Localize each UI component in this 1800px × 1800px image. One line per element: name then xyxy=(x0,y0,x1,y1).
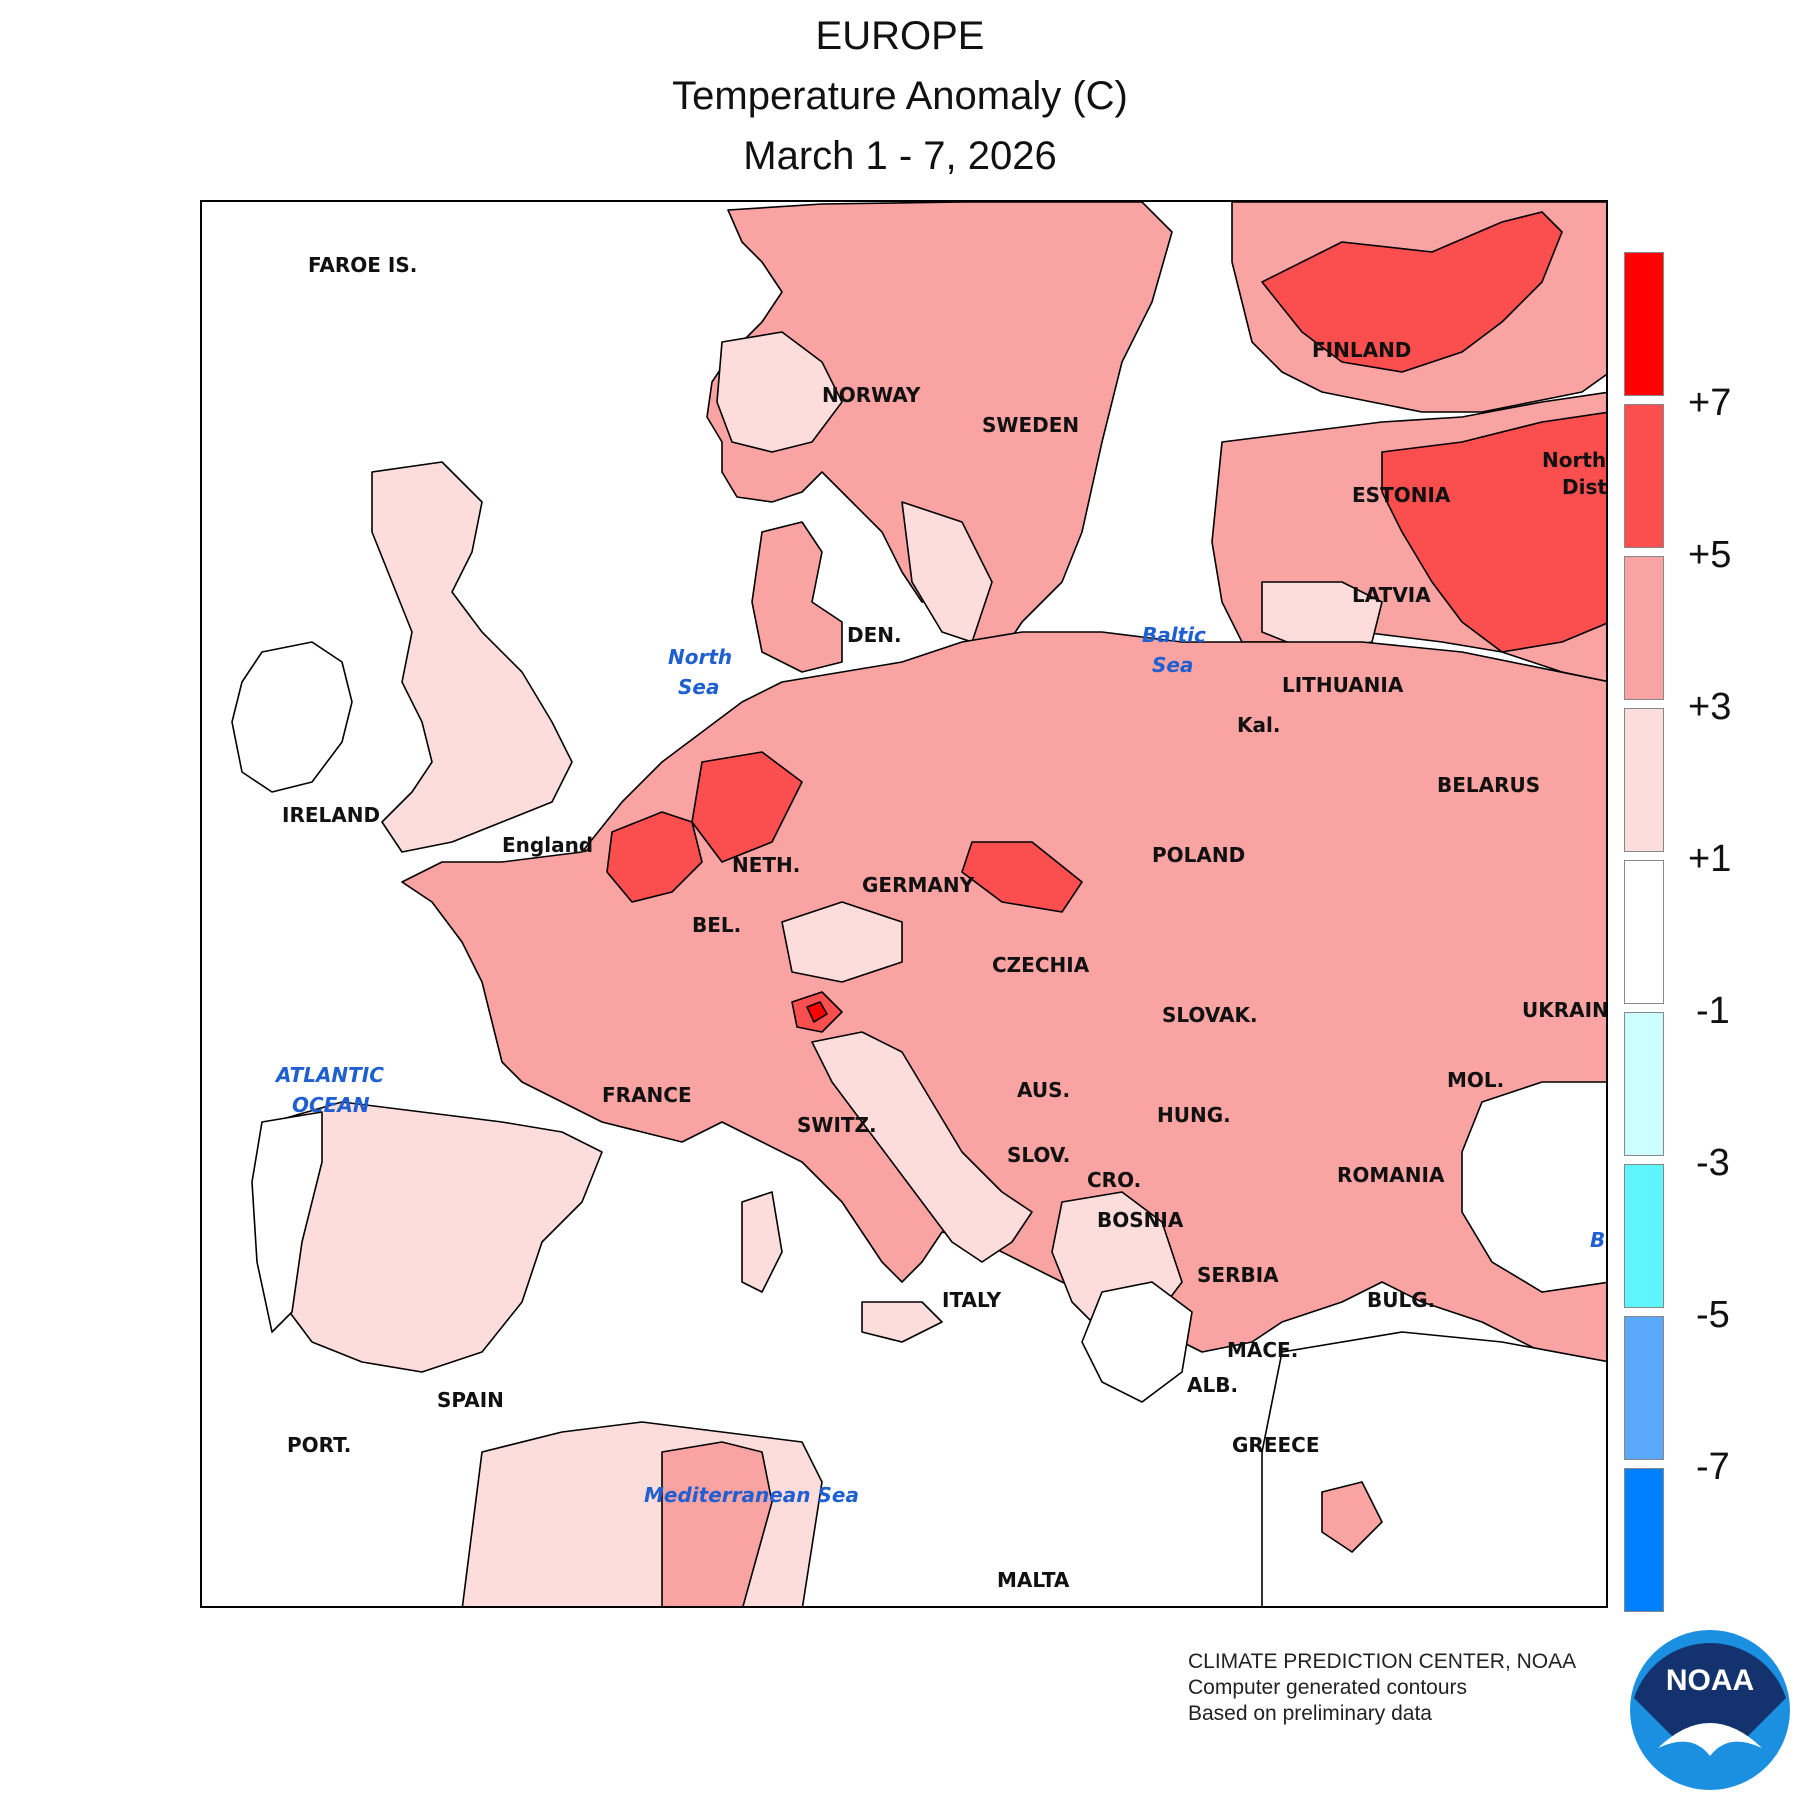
label-atlantic-2: OCEAN xyxy=(292,1093,370,1117)
ireland-land xyxy=(231,641,353,793)
finland-warm-core xyxy=(1261,211,1563,373)
legend-tick-minus3: -3 xyxy=(1696,1142,1730,1184)
label-northwest-district-1: Northw xyxy=(1542,448,1608,472)
label-switzerland: SWITZ. xyxy=(797,1113,877,1137)
north-africa-warm xyxy=(661,1441,773,1606)
label-north-sea-1: North xyxy=(668,645,732,669)
black-sea xyxy=(1461,1081,1606,1293)
italy-land xyxy=(811,1031,1033,1263)
label-austria: AUS. xyxy=(1017,1078,1070,1102)
label-north-sea-2: Sea xyxy=(678,675,719,699)
label-belgium: BEL. xyxy=(692,913,741,937)
label-slovakia: SLOVAK. xyxy=(1162,1003,1258,1027)
label-estonia: ESTONIA xyxy=(1352,483,1451,507)
legend-swatch-5to7 xyxy=(1624,404,1664,548)
legend-tick-minus5: -5 xyxy=(1696,1294,1730,1336)
continent-land xyxy=(401,631,1606,1363)
alps-hot-core xyxy=(806,1001,828,1023)
turkey-warm-patch xyxy=(1321,1481,1383,1553)
label-portugal: PORT. xyxy=(287,1433,351,1457)
slovakia-warm-patch xyxy=(961,841,1083,913)
label-moldova: MOL. xyxy=(1447,1068,1504,1092)
label-ukraine: UKRAINE xyxy=(1522,998,1608,1022)
label-hungary: HUNG. xyxy=(1157,1103,1231,1127)
label-kaliningrad: Kal. xyxy=(1237,713,1280,737)
label-netherlands: NETH. xyxy=(732,853,800,877)
legend-swatch-ltm7 xyxy=(1624,1468,1664,1612)
legend-tick-plus1: +1 xyxy=(1688,838,1732,880)
label-italy: ITALY xyxy=(942,1288,1002,1312)
anomaly-map: FAROE IS. NORWAY SWEDEN FINLAND ESTONIA … xyxy=(200,200,1608,1608)
label-romania: ROMANIA xyxy=(1337,1163,1445,1187)
legend-swatch-1to3 xyxy=(1624,708,1664,852)
label-albania: ALB. xyxy=(1187,1373,1238,1397)
label-northwest-district-2: Distri xyxy=(1562,475,1608,499)
russia-warm-core xyxy=(1381,411,1606,653)
legend-tick-minus1: -1 xyxy=(1696,990,1730,1032)
label-poland: POLAND xyxy=(1152,843,1245,867)
legend-tick-minus7: -7 xyxy=(1696,1446,1730,1488)
map-title: EUROPE xyxy=(815,14,985,58)
noaa-logo: NOAA xyxy=(1630,1630,1790,1790)
legend-swatch-m5tom3 xyxy=(1624,1164,1664,1308)
label-sweden: SWEDEN xyxy=(982,413,1079,437)
label-latvia: LATVIA xyxy=(1352,583,1431,607)
label-croatia: CRO. xyxy=(1087,1168,1141,1192)
label-czechia: CZECHIA xyxy=(992,953,1090,977)
label-ireland: IRELAND xyxy=(282,803,380,827)
label-baltic-sea-1: Baltic xyxy=(1142,623,1206,647)
germany-warm-patch xyxy=(691,751,803,863)
benelux-warm-patch xyxy=(606,811,703,903)
label-atlantic-1: ATLANTIC xyxy=(274,1063,384,1087)
credit-line-2: Computer generated contours xyxy=(1188,1676,1467,1699)
label-slovenia: SLOV. xyxy=(1007,1143,1070,1167)
legend-swatch-3to5 xyxy=(1624,556,1664,700)
label-mediterranean: Mediterranean Sea xyxy=(644,1483,859,1507)
norway-light-area xyxy=(716,331,843,453)
legend-tick-plus5: +5 xyxy=(1688,534,1732,576)
legend-tick-plus7: +7 xyxy=(1688,382,1732,424)
label-lithuania: LITHUANIA xyxy=(1282,673,1404,697)
label-malta: MALTA xyxy=(997,1568,1070,1592)
label-spain: SPAIN xyxy=(437,1388,504,1412)
label-macedonia: MACE. xyxy=(1227,1338,1298,1362)
portugal-land xyxy=(251,1111,323,1333)
label-black-sea-partial: B xyxy=(1590,1228,1605,1252)
credit-line-3: Based on preliminary data xyxy=(1188,1702,1432,1725)
map-svg: FAROE IS. NORWAY SWEDEN FINLAND ESTONIA … xyxy=(231,202,1608,1606)
credit-line-1: CLIMATE PREDICTION CENTER, NOAA xyxy=(1188,1650,1577,1673)
legend-tick-plus3: +3 xyxy=(1688,686,1732,728)
lithuania-light xyxy=(1261,581,1383,653)
noaa-logo-text: NOAA xyxy=(1666,1664,1754,1697)
label-bulgaria: BULG. xyxy=(1367,1288,1435,1312)
map-date-range: March 1 - 7, 2026 xyxy=(743,134,1057,178)
label-norway: NORWAY xyxy=(822,383,921,407)
denmark-land xyxy=(751,521,843,673)
turkey-land xyxy=(1261,1331,1606,1606)
label-serbia: SERBIA xyxy=(1197,1263,1279,1287)
greece-land xyxy=(1081,1281,1193,1403)
label-england: England xyxy=(502,833,593,857)
label-bosnia: BOSNIA xyxy=(1097,1208,1184,1232)
label-belarus: BELARUS xyxy=(1437,773,1540,797)
great-britain-land xyxy=(371,461,573,853)
label-germany: GERMANY xyxy=(862,873,975,897)
label-faroe: FAROE IS. xyxy=(308,253,417,277)
legend-swatch-m7tom5 xyxy=(1624,1316,1664,1460)
label-france: FRANCE xyxy=(602,1083,692,1107)
sicily-land xyxy=(861,1301,943,1343)
label-greece: GREECE xyxy=(1232,1433,1319,1457)
map-subtitle: Temperature Anomaly (C) xyxy=(672,74,1128,118)
legend-swatch-m3tom1 xyxy=(1624,1012,1664,1156)
label-finland: FINLAND xyxy=(1312,338,1411,362)
label-baltic-sea-2: Sea xyxy=(1152,653,1193,677)
label-denmark: DEN. xyxy=(847,623,902,647)
sardinia-land xyxy=(741,1191,783,1293)
legend-swatch-m1to1 xyxy=(1624,860,1664,1004)
legend-swatch-gt7 xyxy=(1624,252,1664,396)
alps-light-patch xyxy=(781,901,903,983)
